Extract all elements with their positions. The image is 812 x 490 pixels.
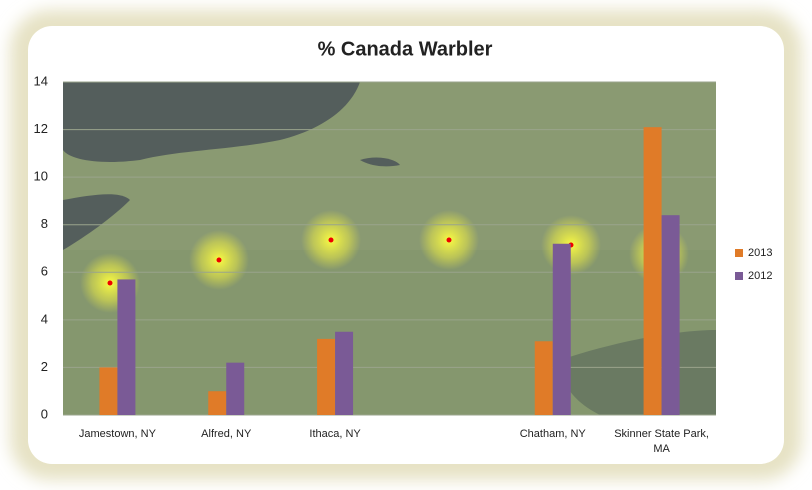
bar <box>661 215 680 415</box>
chart-title: % Canada Warbler <box>318 38 493 60</box>
bar <box>208 391 227 415</box>
y-tick-label: 4 <box>41 311 48 326</box>
bar <box>643 127 662 415</box>
x-tick-label: Ithaca, NY <box>309 428 361 440</box>
y-tick-label: 8 <box>41 216 48 231</box>
legend-label: 2012 <box>748 270 772 282</box>
bar <box>534 341 553 415</box>
legend-swatch <box>735 272 743 280</box>
y-tick-label: 0 <box>41 406 48 421</box>
bar <box>317 338 336 415</box>
bar <box>226 362 245 415</box>
legend-swatch <box>735 249 743 257</box>
y-tick-label: 14 <box>34 73 48 88</box>
x-tick-label: Alfred, NY <box>201 428 252 440</box>
y-tick-label: 10 <box>34 169 48 184</box>
y-tick-label: 6 <box>41 264 48 279</box>
bar <box>335 331 354 415</box>
x-tick-label: Skinner State Park, MA <box>614 428 709 455</box>
x-tick-label: Chatham, NY <box>519 428 586 440</box>
x-tick-label: Jamestown, NY <box>78 428 156 440</box>
y-tick-label: 12 <box>34 121 48 136</box>
y-tick-label: 2 <box>41 359 48 374</box>
map-background <box>63 82 716 415</box>
bar <box>99 367 118 415</box>
legend-label: 2013 <box>748 247 772 259</box>
bar <box>117 279 136 415</box>
bar <box>552 243 571 415</box>
